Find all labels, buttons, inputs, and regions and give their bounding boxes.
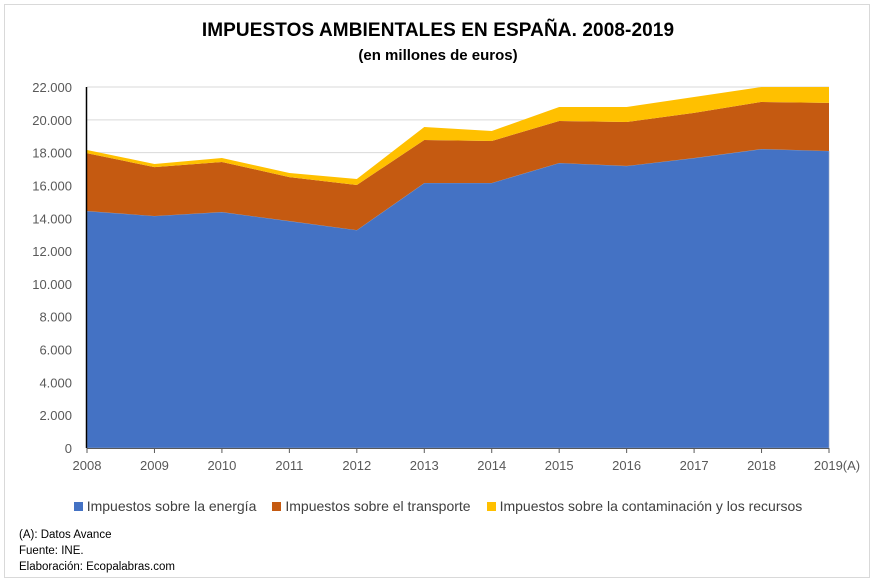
y-tick-label: 20.000 (32, 113, 72, 128)
legend-swatch-energy (73, 501, 83, 511)
y-tick-labels: 0 2.000 4.000 6.000 8.000 10.000 12.000 14.000 1… (32, 80, 72, 456)
legend-label-pollution: Impuestos sobre la contaminación y los r… (499, 498, 803, 514)
chart-title: IMPUESTOS AMBIENTALES EN ESPAÑA. 2008-20… (201, 20, 675, 41)
legend-item-energy: Impuestos sobre la energía (73, 498, 257, 514)
y-tick-label: 4.000 (39, 375, 72, 390)
x-tick-label: 2013 (410, 458, 439, 473)
x-tick-label: 2018 (747, 458, 776, 473)
x-tick-label: 2016 (612, 458, 641, 473)
y-tick-label: 8.000 (39, 310, 72, 325)
legend-label-transport: Impuestos sobre el transporte (285, 498, 471, 514)
y-tick-label: 2.000 (39, 408, 72, 423)
y-tick-label: 16.000 (32, 178, 72, 193)
legend-label-energy: Impuestos sobre la energía (86, 498, 257, 514)
x-tick-label: 2017 (680, 458, 709, 473)
note-authorship: Elaboración: Ecopalabras.com (19, 561, 175, 573)
legend-swatch-transport (272, 501, 282, 511)
y-tick-label: 10.000 (32, 277, 72, 292)
x-tick-label: 2012 (342, 458, 371, 473)
legend: Impuestos sobre la energía Impuestos sob… (0, 498, 876, 514)
x-tick-label: 2009 (140, 458, 169, 473)
x-tick-label: 2008 (73, 458, 102, 473)
note-source: Fuente: INE. (19, 545, 84, 557)
y-tick-label: 18.000 (32, 146, 72, 161)
y-tick-label: 14.000 (32, 211, 72, 226)
chart-notes: (A): Datos Avance Fuente: INE. Elaboraci… (19, 527, 175, 575)
area-pollution (87, 87, 829, 185)
x-tick-label: 2010 (207, 458, 236, 473)
x-tick-label: 2011 (275, 458, 303, 473)
axes (85, 87, 830, 453)
y-tick-label: 22.000 (32, 80, 72, 95)
x-tick-labels: 2008 2009 2010 2011 2012 2013 2014 2015 2016 2017… (73, 458, 861, 473)
legend-item-transport: Impuestos sobre el transporte (272, 498, 471, 514)
y-tick-label: 12.000 (32, 244, 72, 259)
x-tick-label: 2014 (477, 458, 506, 473)
note-advance-data: (A): Datos Avance (19, 529, 112, 541)
area-transport (87, 101, 829, 231)
y-tick-label: 6.000 (39, 343, 72, 358)
stacked-areas (86, 87, 830, 449)
x-tick-label: 2015 (545, 458, 574, 473)
chart-subtitle: (en millones de euros) (358, 47, 518, 64)
x-tick-label: 2019(A) (814, 458, 860, 473)
y-tick-label: 0 (65, 441, 72, 456)
legend-swatch-pollution (486, 501, 496, 511)
legend-item-pollution: Impuestos sobre la contaminación y los r… (486, 498, 803, 514)
